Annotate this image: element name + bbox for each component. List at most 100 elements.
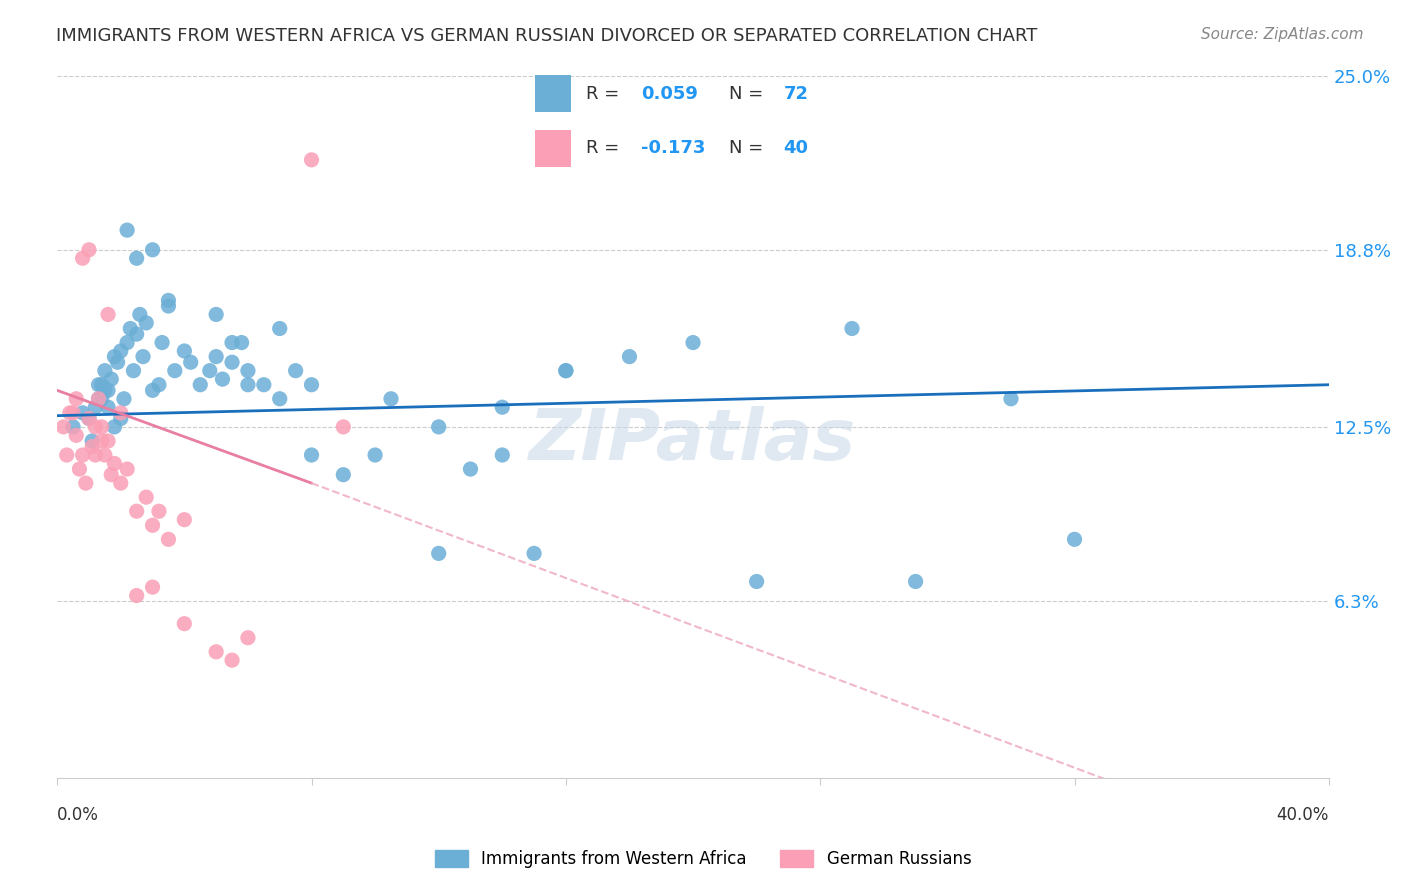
Point [122,364,145,378]
Point [904,574,927,589]
Point [75,476,97,491]
Text: ZIPatlas: ZIPatlas [529,407,856,475]
Point [59,406,82,420]
Point [301,448,323,462]
Point [221,335,243,350]
Point [180,355,202,369]
Point [284,364,307,378]
Point [157,293,180,308]
Point [745,574,768,589]
Point [67,462,90,476]
Point [157,299,180,313]
Point [100,467,122,482]
Point [253,377,276,392]
Text: 40.0%: 40.0% [1277,806,1329,824]
Point [236,364,259,378]
Text: N =: N = [728,85,769,103]
Point [94,448,117,462]
Point [72,252,94,266]
Point [110,343,132,358]
Text: N =: N = [728,139,769,157]
Point [148,377,170,392]
Point [301,377,323,392]
Point [427,420,450,434]
Point [77,243,100,257]
Point [142,580,165,594]
Point [1000,392,1022,406]
Point [269,321,291,335]
Point [231,335,253,350]
Point [841,321,863,335]
Point [115,223,138,237]
Point [491,448,513,462]
Text: 72: 72 [783,85,808,103]
Point [236,377,259,392]
Point [150,335,173,350]
FancyBboxPatch shape [534,75,571,112]
Point [87,377,110,392]
Point [115,335,138,350]
Point [84,448,107,462]
Point [163,364,186,378]
Point [142,518,165,533]
Point [173,513,195,527]
Point [135,316,157,330]
Point [301,153,323,167]
Point [135,490,157,504]
Point [110,406,132,420]
Point [62,406,84,420]
Point [90,434,112,448]
Point [87,392,110,406]
Point [112,392,135,406]
Point [90,377,112,392]
Point [427,546,450,560]
Point [523,546,546,560]
Text: 0.059: 0.059 [641,85,697,103]
Point [82,434,104,448]
Point [132,350,155,364]
Point [364,448,387,462]
Text: IMMIGRANTS FROM WESTERN AFRICA VS GERMAN RUSSIAN DIVORCED OR SEPARATED CORRELATI: IMMIGRANTS FROM WESTERN AFRICA VS GERMAN… [56,27,1038,45]
Text: 40: 40 [783,139,808,157]
Point [97,384,120,398]
Point [97,308,120,322]
Point [221,653,243,667]
Point [211,372,233,386]
Text: 0.0%: 0.0% [58,806,98,824]
Point [77,411,100,425]
Point [205,308,228,322]
Point [90,392,112,406]
Point [84,401,107,415]
Point [157,533,180,547]
Point [380,392,402,406]
Point [52,420,75,434]
Point [87,392,110,406]
Point [173,616,195,631]
Point [107,355,129,369]
Point [682,335,704,350]
Point [77,411,100,425]
Point [125,252,148,266]
Point [82,440,104,454]
Legend: Immigrants from Western Africa, German Russians: Immigrants from Western Africa, German R… [427,843,979,875]
Text: R =: R = [586,139,626,157]
Point [1063,533,1085,547]
Point [148,504,170,518]
Point [269,392,291,406]
Point [100,372,122,386]
Point [221,355,243,369]
Point [188,377,211,392]
Point [332,467,354,482]
Point [55,448,77,462]
Point [97,434,120,448]
Point [236,631,259,645]
Text: -0.173: -0.173 [641,139,706,157]
Point [619,350,641,364]
Point [110,411,132,425]
Point [125,589,148,603]
Point [554,364,576,378]
Point [205,645,228,659]
Point [205,350,228,364]
Text: Source: ZipAtlas.com: Source: ZipAtlas.com [1201,27,1364,42]
Point [72,406,94,420]
